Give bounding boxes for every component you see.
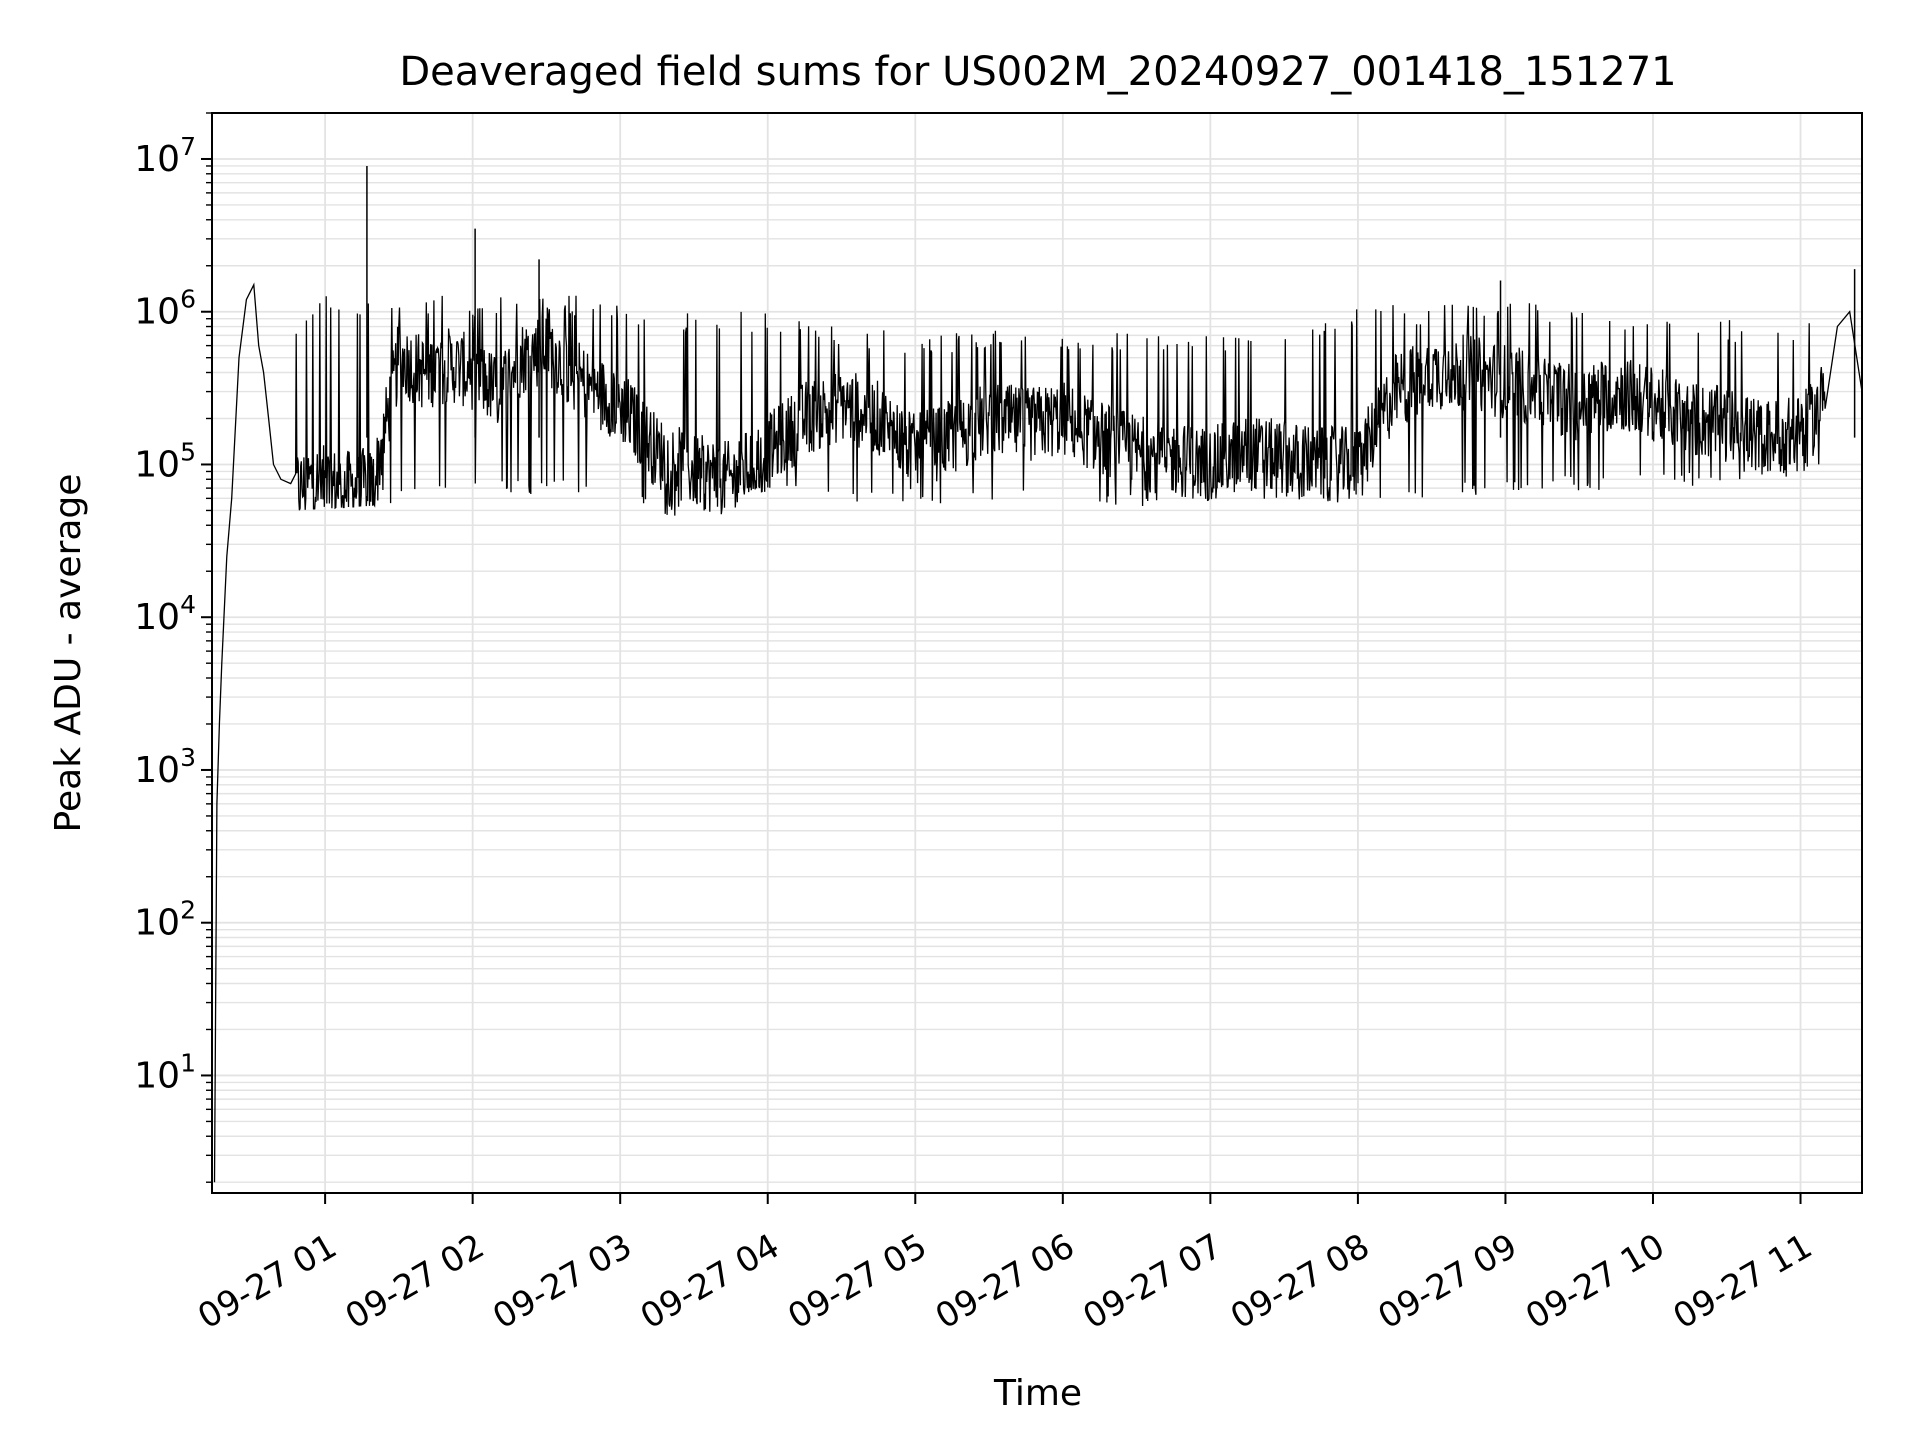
y-tick-label: 107 (134, 132, 196, 180)
y-tick-label: 104 (134, 590, 196, 638)
x-axis-label: Time (993, 1373, 1082, 1414)
y-axis-label: Peak ADU - average (48, 474, 89, 833)
y-axis: 101 102 103 104 105 106 107 (134, 112, 212, 1183)
plot-frame (211, 112, 1863, 1194)
y-tick-label: 105 (134, 437, 196, 485)
y-tick-label: 102 (134, 896, 196, 944)
series-line (213, 282, 1863, 1183)
y-tick-label: 106 (134, 285, 196, 333)
y-tick-label: 101 (134, 1048, 196, 1096)
y-tick-label: 103 (134, 743, 196, 791)
plot-line (213, 165, 1863, 1183)
chart-title: Deaveraged field sums for US002M_2024092… (399, 49, 1676, 95)
